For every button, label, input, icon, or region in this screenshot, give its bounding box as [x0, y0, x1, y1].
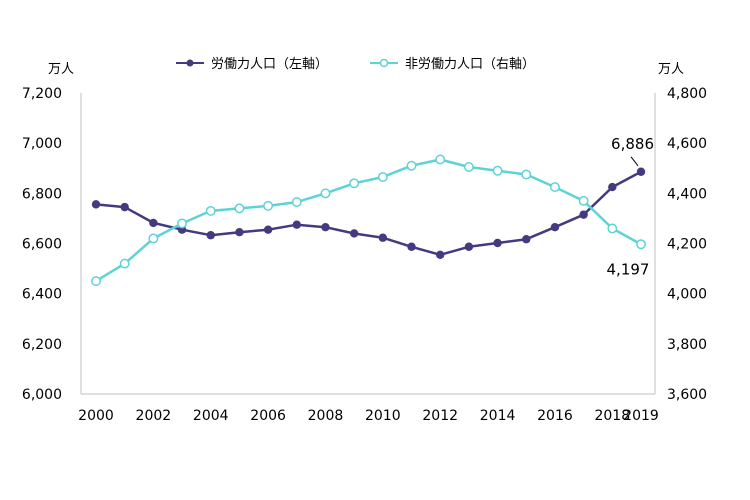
series-point-1 [119, 258, 130, 269]
left-tick-label: 6,800 [22, 186, 62, 202]
series-point-0 [235, 228, 244, 237]
series-point-0 [349, 229, 359, 238]
series-point-1 [607, 223, 618, 234]
right-axis-unit: 万人 [658, 62, 684, 77]
x-tick-label: 2018 [594, 408, 630, 424]
series-point-0 [608, 182, 617, 192]
right-tick-label: 4,000 [667, 287, 707, 303]
series-point-1 [636, 239, 646, 250]
right-tick-label: 3,800 [667, 337, 707, 353]
left-axis-unit: 万人 [48, 62, 74, 77]
series-point-1 [148, 233, 159, 244]
x-tick-label: 2016 [537, 408, 573, 424]
right-tick-label: 4,800 [667, 86, 707, 102]
series-point-1 [406, 160, 417, 171]
x-tick-label: 2008 [308, 408, 344, 424]
series-point-0 [579, 210, 588, 219]
series-point-0 [292, 220, 301, 229]
series-point-1 [435, 154, 446, 165]
series-point-1 [463, 162, 474, 172]
series-line-1 [95, 158, 642, 283]
series-point-1 [521, 169, 532, 180]
x-tick-label: 2014 [480, 408, 516, 424]
left-axis-ticks: 6,000 6,200 6,400 6,600 6,800 7,000 7,200 [22, 86, 62, 403]
x-tick-label: 2019 [623, 408, 659, 424]
left-tick-label: 7,000 [22, 136, 62, 152]
left-tick-label: 6,600 [22, 237, 62, 253]
series-point-0 [464, 242, 474, 251]
series-point-0 [378, 233, 388, 242]
x-tick-label: 2010 [365, 408, 401, 424]
series-point-1 [263, 200, 274, 211]
x-tick-label: 2000 [78, 408, 114, 424]
right-axis-ticks: 3,600 3,800 4,000 4,200 4,400 4,600 4,800 [667, 86, 707, 403]
series-point-1 [549, 182, 560, 193]
series-line-0 [95, 170, 642, 257]
right-tick-label: 4,600 [667, 136, 707, 152]
series-point-1 [177, 218, 188, 229]
series-point-0 [407, 242, 416, 251]
series-point-0 [149, 218, 158, 228]
series-point-0 [120, 202, 129, 212]
series-point-0 [522, 235, 531, 244]
series-point-1 [349, 178, 360, 189]
right-tick-label: 4,200 [667, 237, 707, 253]
x-tick-label: 2012 [422, 408, 458, 424]
annotations: 6,886 4,197 [607, 135, 654, 278]
series-point-0 [263, 225, 273, 234]
series-point-1 [492, 165, 503, 176]
annotation-label: 6,886 [611, 135, 654, 153]
left-tick-label: 6,400 [22, 287, 62, 303]
annotation-leader [630, 156, 639, 167]
series-point-1 [320, 188, 331, 199]
series-layer [91, 154, 646, 287]
series-point-1 [291, 197, 302, 208]
series-point-0 [436, 250, 445, 259]
left-tick-label: 6,000 [22, 387, 62, 403]
series-point-0 [636, 167, 646, 176]
right-tick-label: 4,400 [667, 186, 707, 202]
series-point-0 [550, 222, 560, 232]
legend-label-labor-force: 労働力人口（左軸） [211, 57, 328, 72]
right-tick-label: 3,600 [667, 387, 707, 403]
x-axis-ticks: 2000 2002 2004 2006 2008 2010 2012 2014 2016 2018… [78, 408, 659, 424]
series-point-0 [493, 238, 502, 248]
series-point-0 [91, 200, 101, 209]
series-point-1 [578, 195, 589, 206]
x-tick-label: 2004 [193, 408, 229, 424]
series-point-1 [91, 276, 101, 287]
series-point-0 [321, 222, 330, 232]
x-tick-label: 2006 [250, 408, 286, 424]
left-tick-label: 7,200 [22, 86, 62, 102]
annotation-label: 4,197 [607, 260, 650, 278]
x-tick-label: 2002 [136, 408, 172, 424]
series-point-1 [205, 205, 216, 216]
series-point-1 [377, 172, 388, 182]
legend-label-non-labor-force: 非労働力人口（右軸） [405, 57, 535, 72]
series-point-0 [206, 231, 215, 240]
series-point-1 [234, 203, 245, 214]
legend-marker-labor-force [186, 59, 194, 67]
left-tick-label: 6,200 [22, 337, 62, 353]
legend: 労働力人口（左軸） 非労働力人口（右軸） [176, 57, 535, 72]
legend-marker-non-labor-force [379, 58, 389, 68]
